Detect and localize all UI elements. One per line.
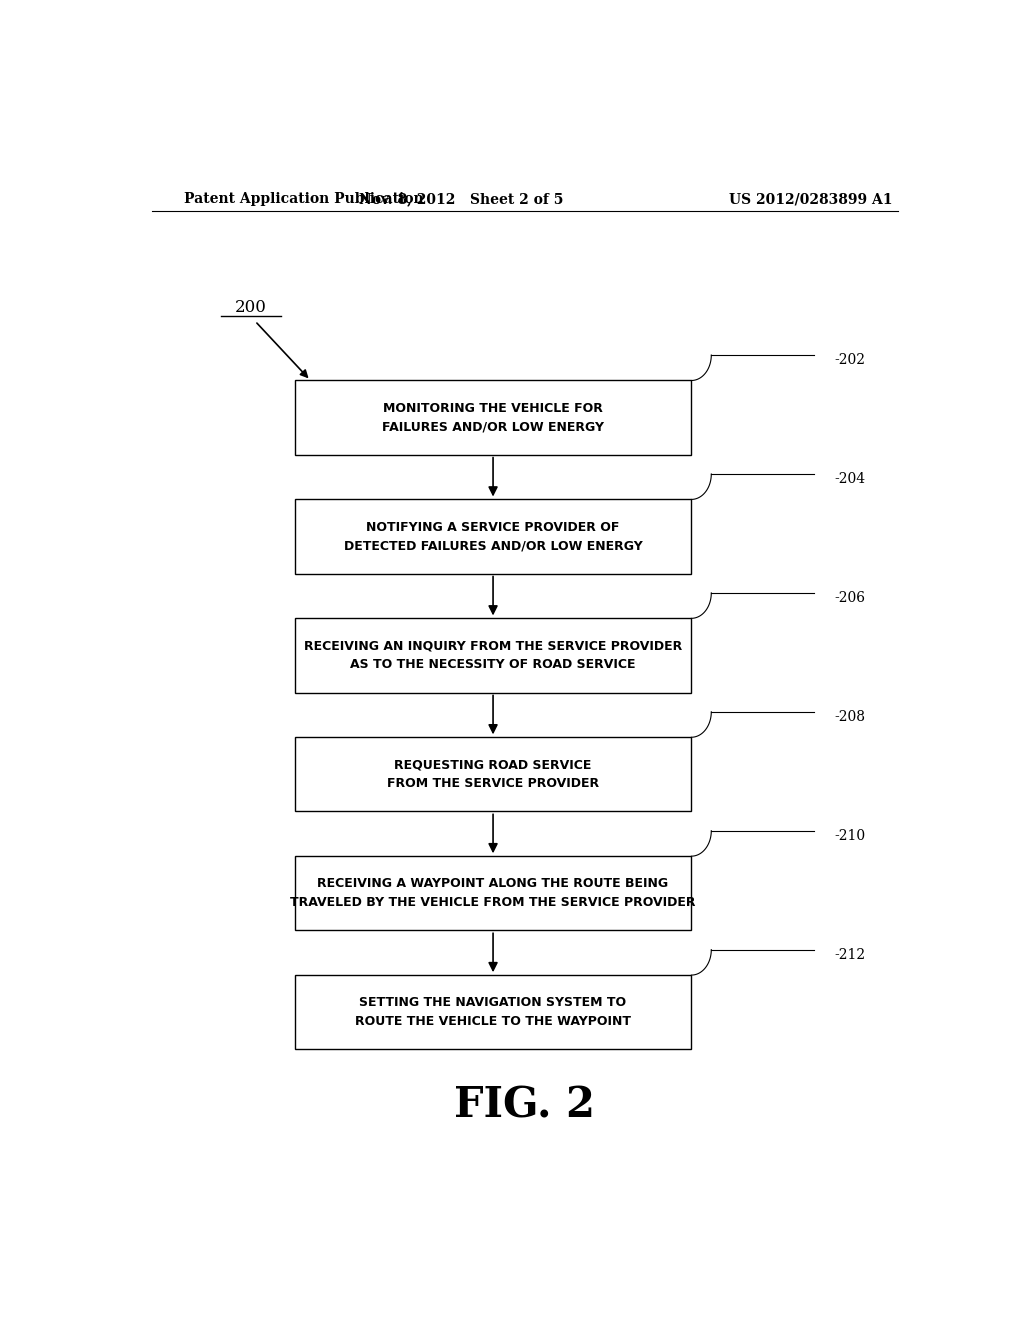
Text: -210: -210 xyxy=(835,829,865,843)
Text: 200: 200 xyxy=(236,298,267,315)
Text: Patent Application Publication: Patent Application Publication xyxy=(183,191,423,206)
Text: RECEIVING A WAYPOINT ALONG THE ROUTE BEING
TRAVELED BY THE VEHICLE FROM THE SERV: RECEIVING A WAYPOINT ALONG THE ROUTE BEI… xyxy=(291,878,695,909)
Text: Nov. 8, 2012   Sheet 2 of 5: Nov. 8, 2012 Sheet 2 of 5 xyxy=(359,191,563,206)
Text: FIG. 2: FIG. 2 xyxy=(455,1084,595,1126)
Text: SETTING THE NAVIGATION SYSTEM TO
ROUTE THE VEHICLE TO THE WAYPOINT: SETTING THE NAVIGATION SYSTEM TO ROUTE T… xyxy=(355,997,631,1028)
Text: -202: -202 xyxy=(835,354,865,367)
Text: -208: -208 xyxy=(835,710,865,723)
Text: NOTIFYING A SERVICE PROVIDER OF
DETECTED FAILURES AND/OR LOW ENERGY: NOTIFYING A SERVICE PROVIDER OF DETECTED… xyxy=(344,520,642,553)
Text: REQUESTING ROAD SERVICE
FROM THE SERVICE PROVIDER: REQUESTING ROAD SERVICE FROM THE SERVICE… xyxy=(387,758,599,791)
Bar xyxy=(295,499,691,574)
Bar xyxy=(295,380,691,454)
Text: -204: -204 xyxy=(835,473,865,486)
Text: MONITORING THE VEHICLE FOR
FAILURES AND/OR LOW ENERGY: MONITORING THE VEHICLE FOR FAILURES AND/… xyxy=(382,401,604,433)
Text: US 2012/0283899 A1: US 2012/0283899 A1 xyxy=(729,191,892,206)
Bar xyxy=(295,975,691,1049)
Bar xyxy=(295,857,691,931)
Text: RECEIVING AN INQUIRY FROM THE SERVICE PROVIDER
AS TO THE NECESSITY OF ROAD SERVI: RECEIVING AN INQUIRY FROM THE SERVICE PR… xyxy=(304,639,682,672)
Text: -206: -206 xyxy=(835,591,865,605)
Text: -212: -212 xyxy=(835,948,865,962)
Bar xyxy=(295,618,691,693)
Bar xyxy=(295,738,691,812)
